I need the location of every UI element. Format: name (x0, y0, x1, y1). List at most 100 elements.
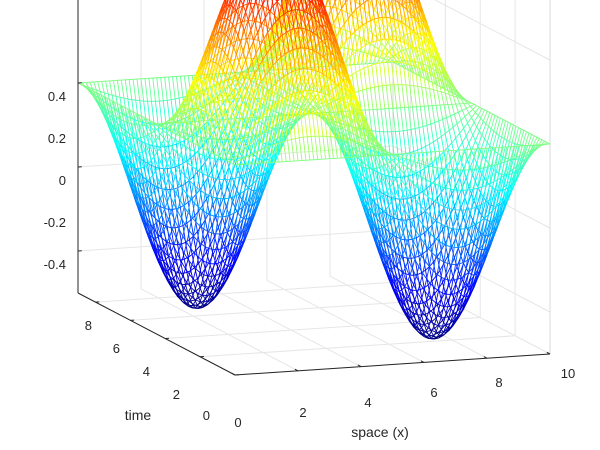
mesh-line (229, 197, 234, 216)
mesh-line (90, 89, 96, 99)
mesh-line (154, 140, 160, 149)
mesh-line (146, 212, 152, 226)
mesh-line (128, 151, 134, 168)
mesh-line (151, 101, 155, 125)
mesh-line (132, 111, 138, 125)
mesh-line (181, 206, 185, 219)
mesh-line (143, 167, 148, 182)
grid-line (200, 335, 516, 358)
mesh-line (161, 188, 166, 190)
mesh-line (103, 92, 108, 105)
mesh-line (101, 81, 105, 93)
mesh-line (150, 160, 156, 172)
mesh-line (153, 152, 157, 158)
mesh-line (354, 19, 358, 35)
mesh-line (118, 118, 123, 135)
mesh-line (371, 54, 377, 57)
mesh-line (152, 140, 156, 145)
mesh-line (137, 171, 142, 188)
mesh-line (126, 149, 131, 166)
mesh-line (162, 225, 167, 232)
mesh-line (219, 159, 223, 180)
mesh-line (93, 90, 97, 93)
mesh-line (85, 82, 89, 88)
mesh-line (160, 230, 164, 236)
mesh-line (119, 151, 125, 166)
mesh-line (179, 298, 185, 304)
mesh-line (148, 144, 152, 166)
mesh-line (159, 167, 164, 170)
mesh-line (139, 124, 144, 138)
mesh-line (128, 174, 134, 189)
mesh-line (119, 104, 123, 107)
mesh-line (250, 0, 252, 4)
mesh-line (145, 118, 151, 126)
mesh-line (208, 248, 214, 250)
mesh-line (170, 277, 174, 280)
mesh-line (161, 209, 165, 216)
mesh-line (186, 219, 192, 224)
mesh-line (170, 161, 175, 171)
mesh-line (132, 167, 138, 183)
mesh-line (214, 215, 219, 218)
mesh-line (114, 127, 120, 143)
mesh-line (154, 101, 159, 125)
mesh-line (156, 222, 161, 236)
mesh-line (156, 182, 160, 188)
mesh-line (164, 270, 169, 280)
mesh-line (103, 113, 109, 125)
mesh-line (168, 146, 172, 169)
mesh-line (178, 218, 182, 229)
mesh-line (166, 270, 172, 280)
mesh-line (157, 234, 161, 238)
mesh-line (172, 76, 176, 99)
mesh-line (140, 136, 144, 139)
mesh-line (168, 251, 172, 257)
mesh-line (135, 100, 139, 122)
mesh-line (133, 180, 139, 196)
mesh-line (136, 153, 142, 169)
mesh-line (157, 257, 163, 269)
mesh-line (199, 189, 204, 206)
mesh-line (137, 168, 143, 184)
mesh-line (190, 299, 195, 302)
mesh-line (152, 201, 156, 219)
mesh-line (168, 278, 173, 288)
mesh-line (195, 299, 201, 303)
mesh-line (157, 187, 162, 207)
mesh-line (173, 161, 178, 167)
mesh-line (163, 133, 168, 140)
mesh-line (148, 132, 152, 135)
mesh-line (164, 77, 168, 101)
mesh-line (235, 57, 240, 60)
mesh-line (195, 245, 201, 251)
mesh-line (150, 191, 155, 195)
mesh-line (202, 286, 206, 296)
mesh-line (166, 265, 171, 277)
mesh-line (167, 226, 172, 229)
mesh-line (156, 152, 161, 162)
mesh-line (165, 219, 169, 227)
mesh-line (149, 146, 155, 157)
mesh-line (112, 80, 117, 97)
mesh-line (152, 77, 156, 102)
mesh-line (158, 101, 163, 125)
mesh-line (102, 105, 108, 118)
mesh-line (186, 146, 191, 150)
mesh-line (160, 77, 164, 101)
mesh-line (175, 293, 181, 300)
mesh-line (382, 46, 386, 53)
mesh-line (149, 143, 153, 147)
mesh-line (152, 175, 158, 188)
mesh-line (145, 135, 151, 147)
mesh-line (143, 100, 147, 124)
mesh-line (154, 207, 160, 220)
mesh-line (181, 241, 186, 245)
mesh-line (80, 83, 84, 87)
mesh-line (166, 241, 172, 253)
mesh-line (103, 96, 107, 99)
mesh-line (127, 163, 133, 179)
mesh-line (149, 211, 155, 225)
mesh-line (148, 159, 152, 164)
